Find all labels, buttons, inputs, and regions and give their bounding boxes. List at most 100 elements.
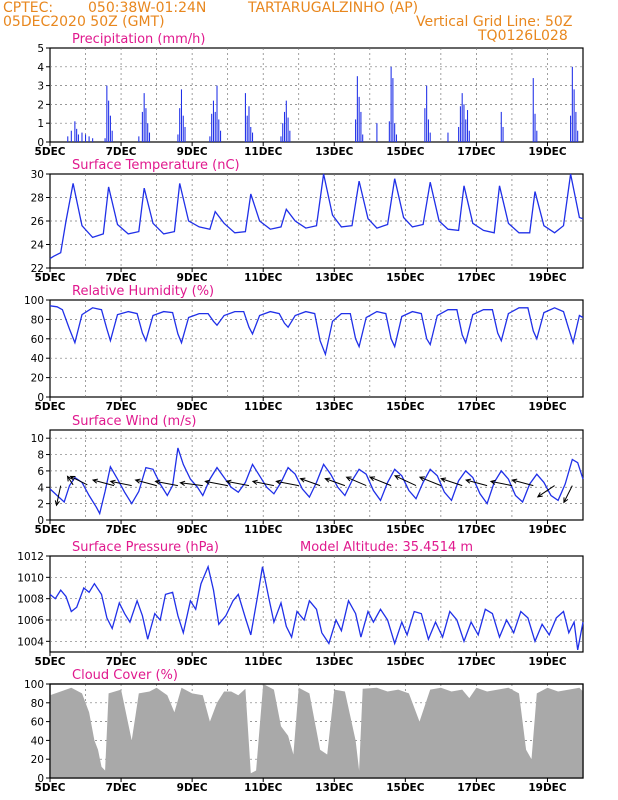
precip-bar: [573, 89, 575, 142]
panel-title: Surface Wind (m/s): [72, 414, 196, 429]
x-tick-label: 9DEC: [177, 656, 208, 668]
y-tick-label: 10: [31, 433, 44, 445]
x-tick-label: 9DEC: [177, 272, 208, 284]
precip-bar: [70, 130, 72, 142]
panel-1: 22 24 26 28 30 5DEC 7DEC 9DEC 11DEC 13DEC 15DEC 17D…: [31, 158, 584, 284]
y-tick-label: 0: [37, 515, 44, 527]
cloud-area: [50, 684, 583, 778]
x-tick-label: 17DEC: [457, 401, 496, 413]
panel-0: 0 1 2 3 4 5 5DEC 7DEC 9DEC 11DEC 13DEC 15DEC 17DEC 19…: [35, 32, 584, 158]
panel-title: Surface Pressure (hPa): [72, 540, 219, 555]
x-tick-label: 15DEC: [386, 272, 425, 284]
x-tick-label: 5DEC: [35, 401, 66, 413]
x-tick-label: 7DEC: [106, 656, 137, 668]
wind-arrow: [345, 476, 367, 487]
precip-bar: [427, 119, 429, 142]
wind-arrow: [275, 479, 299, 487]
panel-frame: [49, 429, 584, 521]
precip-bar: [429, 132, 431, 142]
precip-bar: [468, 130, 470, 142]
precip-bar: [362, 134, 364, 142]
x-tick-label: 15DEC: [386, 656, 425, 668]
precip-bar: [280, 136, 282, 142]
wind-arrow: [511, 478, 534, 487]
precip-bar: [577, 130, 579, 142]
panel-title: Cloud Cover (%): [72, 668, 178, 683]
wind-arrow: [324, 477, 346, 487]
y-tick-label: 80: [31, 314, 44, 326]
precip-bar: [214, 111, 216, 142]
panel-frame: [49, 555, 584, 653]
precip-bar: [77, 134, 79, 142]
panel-title: Precipitation (mm/h): [72, 32, 205, 47]
precip-bar: [246, 115, 248, 142]
precip-bar: [463, 104, 465, 142]
precip-bar: [358, 96, 360, 142]
precip-bar: [447, 132, 449, 142]
precip-bar: [426, 85, 428, 142]
y-tick-label: 60: [31, 717, 44, 729]
header-source: CPTEC:: [3, 0, 54, 16]
panel-frame: [49, 299, 584, 398]
x-tick-label: 5DEC: [35, 146, 66, 158]
y-tick-label: 2: [37, 99, 44, 111]
x-tick-label: 17DEC: [457, 146, 496, 158]
panel-2: 0 20 40 60 80 100 5DEC 7DEC 9DEC 11DEC 13DEC 15DEC 1…: [24, 284, 584, 413]
x-tick-label: 5DEC: [35, 782, 66, 794]
x-tick-label: 9DEC: [177, 524, 208, 536]
y-tick-label: 4: [37, 482, 44, 494]
y-tick-label: 28: [31, 193, 44, 205]
wind-arrow: [91, 478, 115, 487]
y-tick-label: 1: [37, 118, 44, 130]
series-line: [49, 564, 584, 651]
wind-arrow: [204, 479, 228, 487]
precip-bar: [458, 126, 460, 142]
precip-bar: [395, 134, 397, 142]
x-tick-label: 7DEC: [106, 524, 137, 536]
x-tick-label: 15DEC: [386, 146, 425, 158]
y-tick-label: 1006: [17, 615, 44, 627]
y-tick-label: 0: [37, 392, 44, 404]
wind-arrow: [440, 477, 463, 487]
precip-bar: [147, 123, 149, 142]
precip-bar: [355, 119, 357, 142]
y-tick-label: 0: [37, 773, 44, 785]
precip-bar: [177, 134, 179, 142]
x-tick-label: 7DEC: [106, 401, 137, 413]
y-tick-label: 2: [37, 499, 44, 511]
panel-frame: [49, 47, 584, 143]
precip-bar: [502, 126, 504, 142]
x-tick-label: 15DEC: [386, 524, 425, 536]
x-tick-label: 17DEC: [457, 272, 496, 284]
x-tick-label: 9DEC: [177, 146, 208, 158]
panel-5: 0 20 40 60 80 100 5DEC 7DEC 9DEC 11DEC 13DEC 15DEC 1…: [24, 668, 584, 794]
precip-bar: [182, 115, 184, 142]
x-tick-label: 13DEC: [315, 272, 354, 284]
precip-bar: [466, 110, 469, 142]
precip-bar: [74, 121, 76, 142]
precip-bar: [88, 136, 90, 142]
precip-bar: [285, 100, 287, 142]
panel-3: 0 2 4 6 8 10 5DEC 7DEC 9DEC 11DEC 13DEC 15DEC 17DEC 1…: [31, 414, 584, 536]
wind-arrow: [179, 480, 203, 487]
panel-annotation: Model Altitude: 35.4514 m: [300, 540, 473, 555]
panel-4: 1004 1006 1008 1010 1012 5DEC 7DEC 9DEC 11DEC 13D…: [17, 540, 584, 668]
panel-title: Relative Humidity (%): [72, 284, 214, 299]
precip-bar: [571, 66, 573, 142]
wind-arrow: [393, 475, 417, 487]
header-grid-note: Vertical Grid Line: 50Z: [416, 14, 573, 30]
wind-arrow: [66, 475, 74, 486]
wind-arrow: [299, 477, 321, 487]
y-tick-label: 80: [31, 698, 44, 710]
y-tick-label: 20: [31, 754, 44, 766]
precip-bar: [92, 138, 94, 142]
wind-arrow: [54, 485, 62, 507]
precip-bar: [388, 121, 390, 142]
y-tick-label: 40: [31, 735, 44, 747]
precip-bar: [211, 113, 213, 142]
x-tick-label: 13DEC: [315, 656, 354, 668]
header-station: TARTARUGALZINHO (AP): [248, 0, 419, 16]
x-tick-label: 17DEC: [457, 782, 496, 794]
x-tick-label: 13DEC: [315, 524, 354, 536]
